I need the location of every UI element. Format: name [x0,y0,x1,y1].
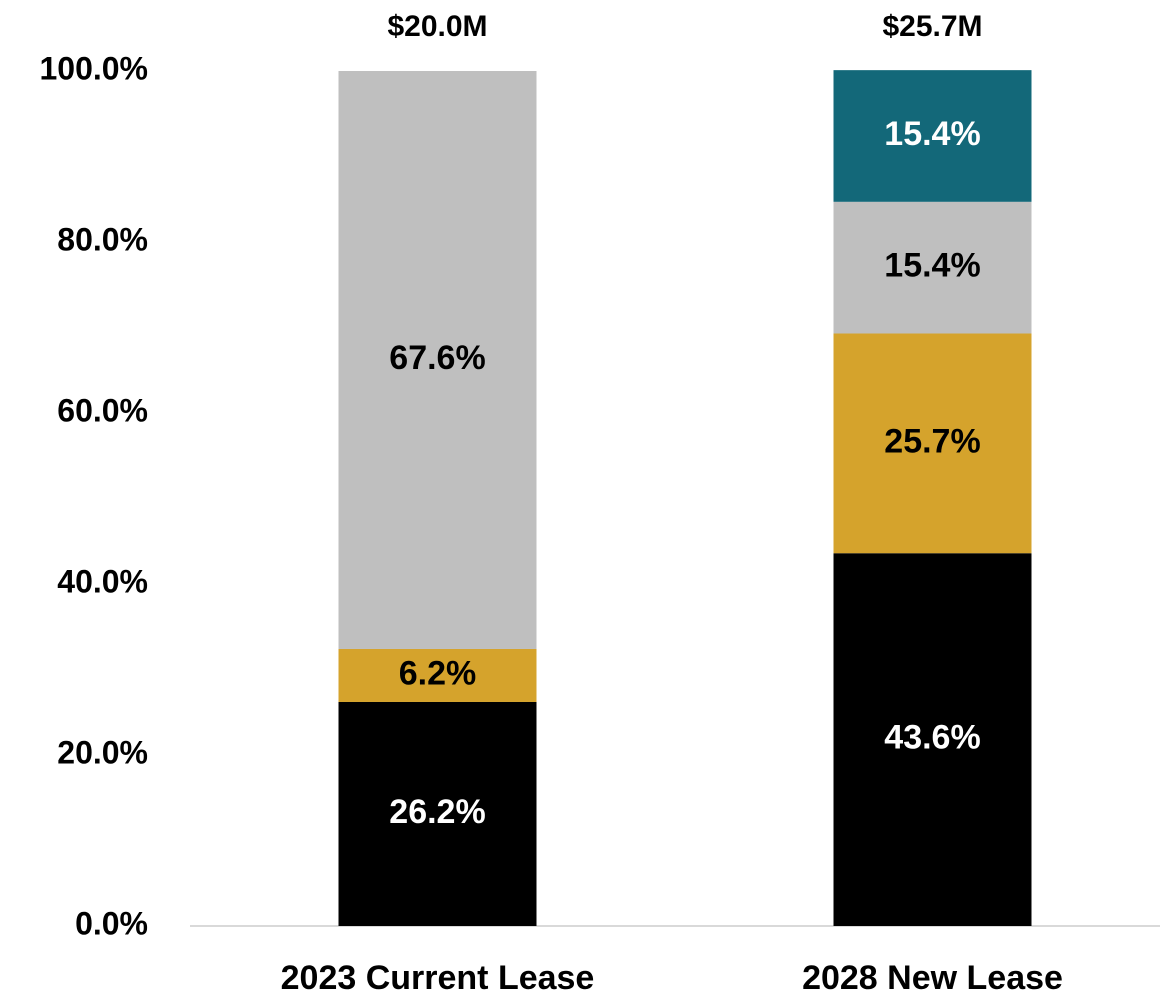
y-tick-label: 80.0% [57,221,148,257]
value-label: 15.4% [884,247,980,285]
bar-segment [338,648,537,702]
y-tick-label: 20.0% [57,734,148,770]
value-label: 67.6% [389,339,485,377]
y-tick-label: 100.0% [39,50,148,86]
total-label: $25.7M [882,10,982,43]
y-tick-label: 40.0% [57,563,148,599]
bar-segment [338,71,537,649]
value-label: 43.6% [884,719,980,757]
value-label: 26.2% [389,793,485,831]
bar-segment [833,201,1032,334]
bar-segment [833,553,1032,926]
value-label: 25.7% [884,422,980,460]
bar-segment [833,333,1032,554]
total-label: $20.0M [387,10,487,43]
y-tick-label: 0.0% [75,905,148,941]
y-tick-label: 60.0% [57,392,148,428]
x-tick-label: 2028 New Lease [802,959,1063,997]
bar-segment [833,70,1032,202]
x-tick-label: 2023 Current Lease [281,959,595,997]
value-label: 15.4% [884,115,980,153]
value-label: 6.2% [399,654,477,692]
bar-segment [338,701,537,926]
